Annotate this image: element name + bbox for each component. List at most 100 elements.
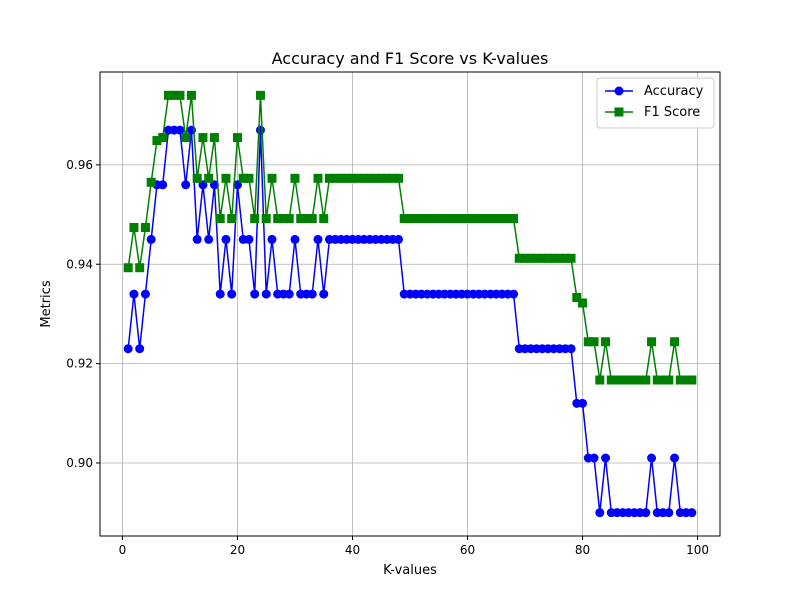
f1-score-point	[365, 173, 375, 183]
accuracy-point	[313, 234, 323, 244]
f1-score-point	[537, 253, 547, 263]
f1-score-point	[670, 337, 680, 347]
f1-score-point	[301, 214, 311, 224]
f1-score-point	[687, 375, 697, 385]
f1-score-point	[359, 173, 369, 183]
accuracy-point	[181, 180, 191, 190]
f1-score-point	[129, 222, 139, 232]
accuracy-point	[307, 289, 317, 299]
f1-score-point	[474, 214, 484, 224]
accuracy-point	[204, 234, 214, 244]
series-f1-score	[123, 90, 697, 385]
f1-score-point	[232, 133, 242, 143]
f1-score-point	[313, 173, 323, 183]
f1-score-point	[641, 375, 651, 385]
f1-score-point	[652, 375, 662, 385]
x-tick-label: 100	[686, 543, 709, 557]
accuracy-point	[250, 289, 260, 299]
f1-score-point	[658, 375, 668, 385]
accuracy-point	[687, 508, 697, 518]
f1-score-point	[152, 136, 162, 146]
x-axis-label: K-values	[383, 563, 437, 578]
f1-score-point	[629, 375, 639, 385]
y-tick-label: 0.90	[66, 456, 93, 470]
grid	[100, 72, 720, 536]
f1-score-point	[284, 214, 294, 224]
f1-score-point	[347, 173, 357, 183]
f1-score-point	[123, 263, 133, 273]
f1-score-point	[336, 173, 346, 183]
f1-score-point	[451, 214, 461, 224]
f1-score-point	[647, 337, 657, 347]
y-axis-ticks: 0.90 0.92 0.94 0.96	[66, 158, 100, 470]
f1-score-point	[209, 133, 219, 143]
f1-score-point	[370, 173, 380, 183]
x-tick-label: 40	[345, 543, 360, 557]
accuracy-point	[290, 234, 300, 244]
plot-area	[100, 72, 720, 536]
x-tick-label: 0	[119, 543, 127, 557]
legend: Accuracy F1 Score	[596, 77, 715, 129]
f1-score-point	[417, 214, 427, 224]
f1-score-point	[146, 177, 156, 187]
accuracy-point	[135, 344, 145, 354]
f1-score-point	[445, 214, 455, 224]
f1-score-point	[221, 173, 231, 183]
f1-score-point	[135, 263, 145, 273]
accuracy-point	[601, 453, 611, 463]
f1-score-point	[140, 222, 150, 232]
f1-score-point	[238, 173, 248, 183]
f1-score-point	[422, 214, 432, 224]
accuracy-point	[175, 125, 185, 135]
f1-score-point	[330, 173, 340, 183]
f1-score-point	[526, 253, 536, 263]
f1-score-point	[181, 133, 191, 143]
f1-score-point	[255, 90, 265, 100]
f1-score-point	[532, 253, 542, 263]
f1-score-point	[163, 90, 173, 100]
f1-score-point	[440, 214, 450, 224]
f1-score-point	[290, 173, 300, 183]
accuracy-point	[670, 453, 680, 463]
f1-score-point	[227, 214, 237, 224]
f1-score-point	[549, 253, 559, 263]
f1-score-point	[273, 214, 283, 224]
y-tick-label: 0.94	[66, 257, 93, 271]
x-tick-label: 20	[230, 543, 245, 557]
accuracy-point	[221, 234, 231, 244]
f1-score-point	[480, 214, 490, 224]
f1-score-point	[578, 298, 588, 308]
f1-score-point	[204, 173, 214, 183]
accuracy-point	[284, 289, 294, 299]
accuracy-point	[255, 125, 265, 135]
f1-score-point	[278, 214, 288, 224]
f1-score-point	[411, 214, 421, 224]
x-tick-label: 60	[460, 543, 475, 557]
f1-score-point	[267, 173, 277, 183]
f1-score-point	[261, 214, 271, 224]
accuracy-point	[509, 289, 519, 299]
f1-score-point	[307, 214, 317, 224]
accuracy-point	[393, 234, 403, 244]
f1-score-point	[353, 173, 363, 183]
f1-score-point	[428, 214, 438, 224]
f1-score-point	[463, 214, 473, 224]
f1-score-point	[675, 375, 685, 385]
legend-f1-marker	[614, 107, 624, 117]
accuracy-point	[129, 289, 139, 299]
plot-frame	[99, 71, 721, 537]
f1-score-point	[198, 133, 208, 143]
accuracy-point	[192, 234, 202, 244]
f1-score-point	[514, 253, 524, 263]
accuracy-point	[566, 344, 576, 354]
series-layer	[123, 90, 697, 518]
f1-score-point	[215, 214, 225, 224]
f1-score-point	[169, 90, 179, 100]
f1-score-point	[635, 375, 645, 385]
f1-score-point	[612, 375, 622, 385]
f1-score-point	[457, 214, 467, 224]
f1-score-point	[158, 133, 168, 143]
f1-score-point	[186, 90, 196, 100]
f1-score-point	[555, 253, 565, 263]
